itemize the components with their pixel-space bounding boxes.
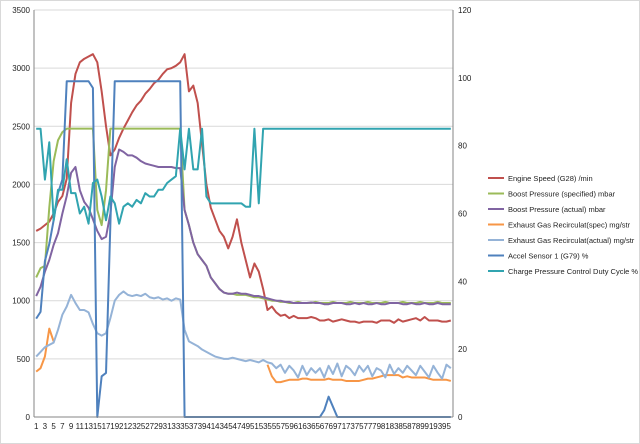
x-tick-label: 65 xyxy=(311,422,320,431)
x-tick-label: 73 xyxy=(346,422,355,431)
x-tick-label: 25 xyxy=(136,422,145,431)
x-tick-label: 15 xyxy=(93,422,102,431)
y-tick-label: 1000 xyxy=(12,297,30,306)
series-line-2 xyxy=(35,148,451,306)
x-tick-label: 59 xyxy=(285,422,294,431)
x-tick-label: 31 xyxy=(163,422,172,431)
y2-tick-label: 100 xyxy=(458,74,472,83)
x-tick-label: 67 xyxy=(320,422,329,431)
x-tick-label: 43 xyxy=(215,422,224,431)
legend-label: Engine Speed (G28) /min xyxy=(508,174,593,183)
x-tick-label: 3 xyxy=(43,422,48,431)
legend: Engine Speed (G28) /min Boost Pressure (s… xyxy=(488,174,638,276)
y2-tick-label: 20 xyxy=(458,345,467,354)
x-tick-label: 29 xyxy=(154,422,163,431)
legend-label: Accel Sensor 1 (G79) % xyxy=(508,252,589,261)
x-tick-label: 75 xyxy=(355,422,364,431)
y2-tick-label: 60 xyxy=(458,210,467,219)
series-line-4 xyxy=(35,290,452,380)
y-tick-label: 0 xyxy=(26,413,31,422)
x-tick-label: 79 xyxy=(372,422,381,431)
x-tick-label: 85 xyxy=(398,422,407,431)
y-tick-label: 2500 xyxy=(12,122,30,131)
x-tick-label: 11 xyxy=(76,422,85,431)
y-tick-label: 2000 xyxy=(12,180,30,189)
y2-tick-label: 0 xyxy=(458,413,463,422)
x-tick-label: 95 xyxy=(442,422,451,431)
legend-label: Exhaust Gas Recirculat(spec) mg/str xyxy=(508,221,631,230)
x-tick-label: 47 xyxy=(233,422,242,431)
x-tick-label: 83 xyxy=(390,422,399,431)
x-tick-label: 17 xyxy=(102,422,111,431)
y2-tick-label: 80 xyxy=(458,142,467,151)
series-line-1 xyxy=(35,127,451,305)
y2-tick-label: 120 xyxy=(458,6,472,15)
x-tick-label: 37 xyxy=(189,422,198,431)
series-line-6 xyxy=(36,127,451,225)
x-tick-label: 27 xyxy=(145,422,154,431)
legend-label: Charge Pressure Control Duty Cycle % xyxy=(508,267,638,276)
x-tick-label: 39 xyxy=(198,422,207,431)
x-tick-label: 77 xyxy=(363,422,372,431)
x-tick-label: 61 xyxy=(294,422,303,431)
y-tick-label: 1500 xyxy=(12,239,30,248)
x-tick-label: 69 xyxy=(329,422,338,431)
x-tick-label: 63 xyxy=(302,422,311,431)
x-tick-label: 7 xyxy=(60,422,65,431)
x-tick-label: 51 xyxy=(250,422,259,431)
y-tick-label: 3500 xyxy=(12,6,30,15)
x-tick-label: 9 xyxy=(69,422,74,431)
x-tick-label: 35 xyxy=(180,422,189,431)
x-tick-label: 33 xyxy=(171,422,180,431)
x-tick-label: 5 xyxy=(51,422,56,431)
x-tick-label: 55 xyxy=(267,422,276,431)
series-layer xyxy=(35,53,452,418)
x-tick-label: 81 xyxy=(381,422,390,431)
legend-label: Exhaust Gas Recirculat(actual) mg/str xyxy=(508,236,635,245)
x-tick-label: 41 xyxy=(206,422,215,431)
x-tick-label: 19 xyxy=(110,422,119,431)
legend-label: Boost Pressure (actual) mbar xyxy=(508,205,606,214)
x-tick-label: 53 xyxy=(259,422,268,431)
legend-label: Boost Pressure (specified) mbar xyxy=(508,190,616,199)
x-tick-label: 93 xyxy=(433,422,442,431)
x-tick-label: 1 xyxy=(34,422,39,431)
y2-tick-label: 40 xyxy=(458,277,467,286)
x-tick-label: 23 xyxy=(128,422,137,431)
x-tick-label: 21 xyxy=(119,422,128,431)
x-tick-label: 87 xyxy=(407,422,416,431)
x-tick-label: 71 xyxy=(337,422,346,431)
y-tick-label: 3000 xyxy=(12,64,30,73)
x-tick-label: 57 xyxy=(276,422,285,431)
y-tick-label: 500 xyxy=(17,355,31,364)
series-line-3 xyxy=(35,327,452,384)
x-tick-label: 49 xyxy=(241,422,250,431)
x-tick-label: 91 xyxy=(425,422,434,431)
axes: 0 500 1000 1500 2000 2500 3000 3500 0 20 40 60 80 100… xyxy=(12,6,472,431)
x-tick-label: 89 xyxy=(416,422,425,431)
x-tick-label: 45 xyxy=(224,422,233,431)
x-tick-label: 13 xyxy=(84,422,93,431)
series-line-0 xyxy=(35,53,452,324)
